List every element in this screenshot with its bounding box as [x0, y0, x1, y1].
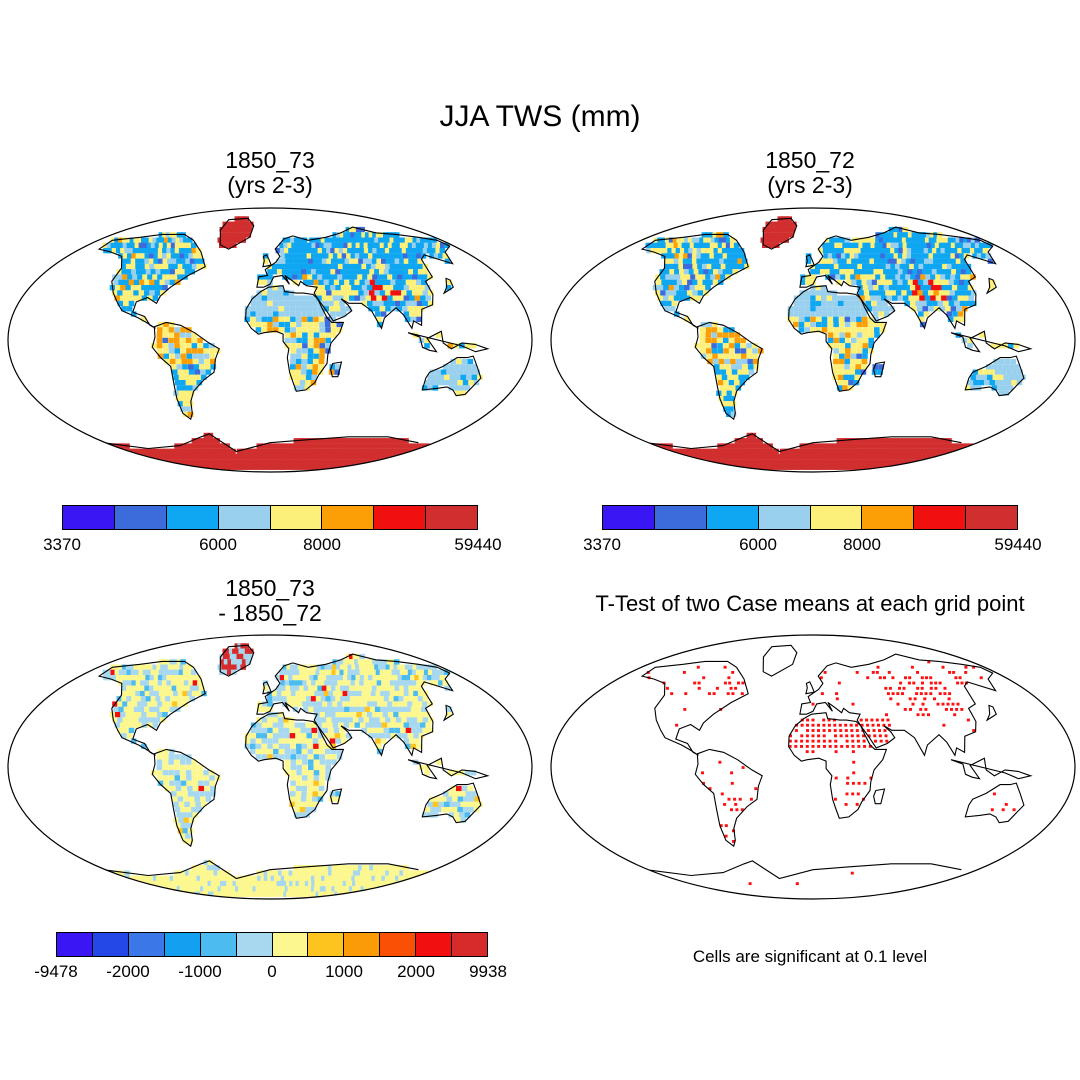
colorbar-label: 59440: [994, 535, 1042, 554]
panel-3-title: 1850_73 - 1850_72: [70, 575, 470, 627]
colorbar-cell: [374, 506, 427, 529]
colorbar-label: 3370: [583, 535, 621, 554]
colorbar-label: 3370: [43, 535, 81, 554]
colorbar-label: 59440: [454, 535, 502, 554]
colorbar-label: 0: [267, 962, 277, 981]
colorbar-cell: [57, 933, 93, 956]
panel-2-title-line1: 1850_72: [765, 147, 855, 173]
colorbar-cell: [966, 506, 1017, 529]
colorbar-cell: [322, 506, 375, 529]
colorbar-label: 6000: [199, 535, 237, 554]
colorbar-cell: [452, 933, 488, 956]
colorbar-label: 8000: [843, 535, 881, 554]
colorbar-cell: [654, 506, 707, 529]
colorbar-label: 2000: [397, 962, 435, 981]
colorbar-cell: [166, 506, 219, 529]
panel-3-title-line1: 1850_73: [225, 575, 315, 601]
colorbar-label: 1000: [325, 962, 363, 981]
colorbar-cell: [914, 506, 967, 529]
colorbar-cell: [164, 933, 201, 956]
figure-title: JJA TWS (mm): [439, 100, 641, 133]
colorbar-cell: [758, 506, 811, 529]
map-panel-1: [7, 207, 533, 473]
panel-2-title-line2: (yrs 2-3): [767, 172, 853, 199]
colorbar-cell: [236, 933, 273, 956]
colorbar-panel-2: [602, 505, 1018, 530]
panel-2-title: 1850_72 (yrs 2-3): [610, 147, 1010, 199]
colorbar-cell: [200, 933, 237, 956]
colorbar-cell: [92, 933, 129, 956]
colorbar-label: 6000: [739, 535, 777, 554]
panel-1-title: 1850_73 (yrs 2-3): [70, 147, 470, 199]
map-panel-2: [550, 207, 1076, 473]
colorbar-cell: [426, 506, 477, 529]
colorbar-cell: [114, 506, 167, 529]
colorbar-label: -9478: [34, 962, 78, 981]
colorbar-label: 8000: [303, 535, 341, 554]
colorbar-cell: [416, 933, 453, 956]
colorbar-cell: [380, 933, 417, 956]
colorbar-cell: [218, 506, 271, 529]
panel-1-title-line1: 1850_73: [225, 147, 315, 173]
colorbar-cell: [344, 933, 381, 956]
colorbar-cell: [810, 506, 863, 529]
colorbar-label: -1000: [178, 962, 222, 981]
colorbar-panel-1: [62, 505, 478, 530]
colorbar-label: 9938: [469, 962, 507, 981]
panel-4-title: T-Test of two Case means at each grid po…: [595, 591, 1025, 616]
colorbar-label: -2000: [106, 962, 150, 981]
colorbar-cell: [63, 506, 115, 529]
colorbar-cell: [128, 933, 165, 956]
panel-1-title-line2: (yrs 2-3): [227, 172, 313, 199]
colorbar-cell: [706, 506, 759, 529]
colorbar-cell: [862, 506, 915, 529]
colorbar-cell: [308, 933, 345, 956]
map-panel-4: [550, 634, 1076, 900]
significance-note: Cells are significant at 0.1 level: [692, 947, 928, 966]
colorbar-cell: [270, 506, 323, 529]
colorbar-diff: [56, 932, 488, 957]
colorbar-cell: [272, 933, 309, 956]
colorbar-cell: [603, 506, 655, 529]
map-panel-3: [7, 634, 533, 900]
panel-3-title-line2: - 1850_72: [218, 600, 322, 627]
